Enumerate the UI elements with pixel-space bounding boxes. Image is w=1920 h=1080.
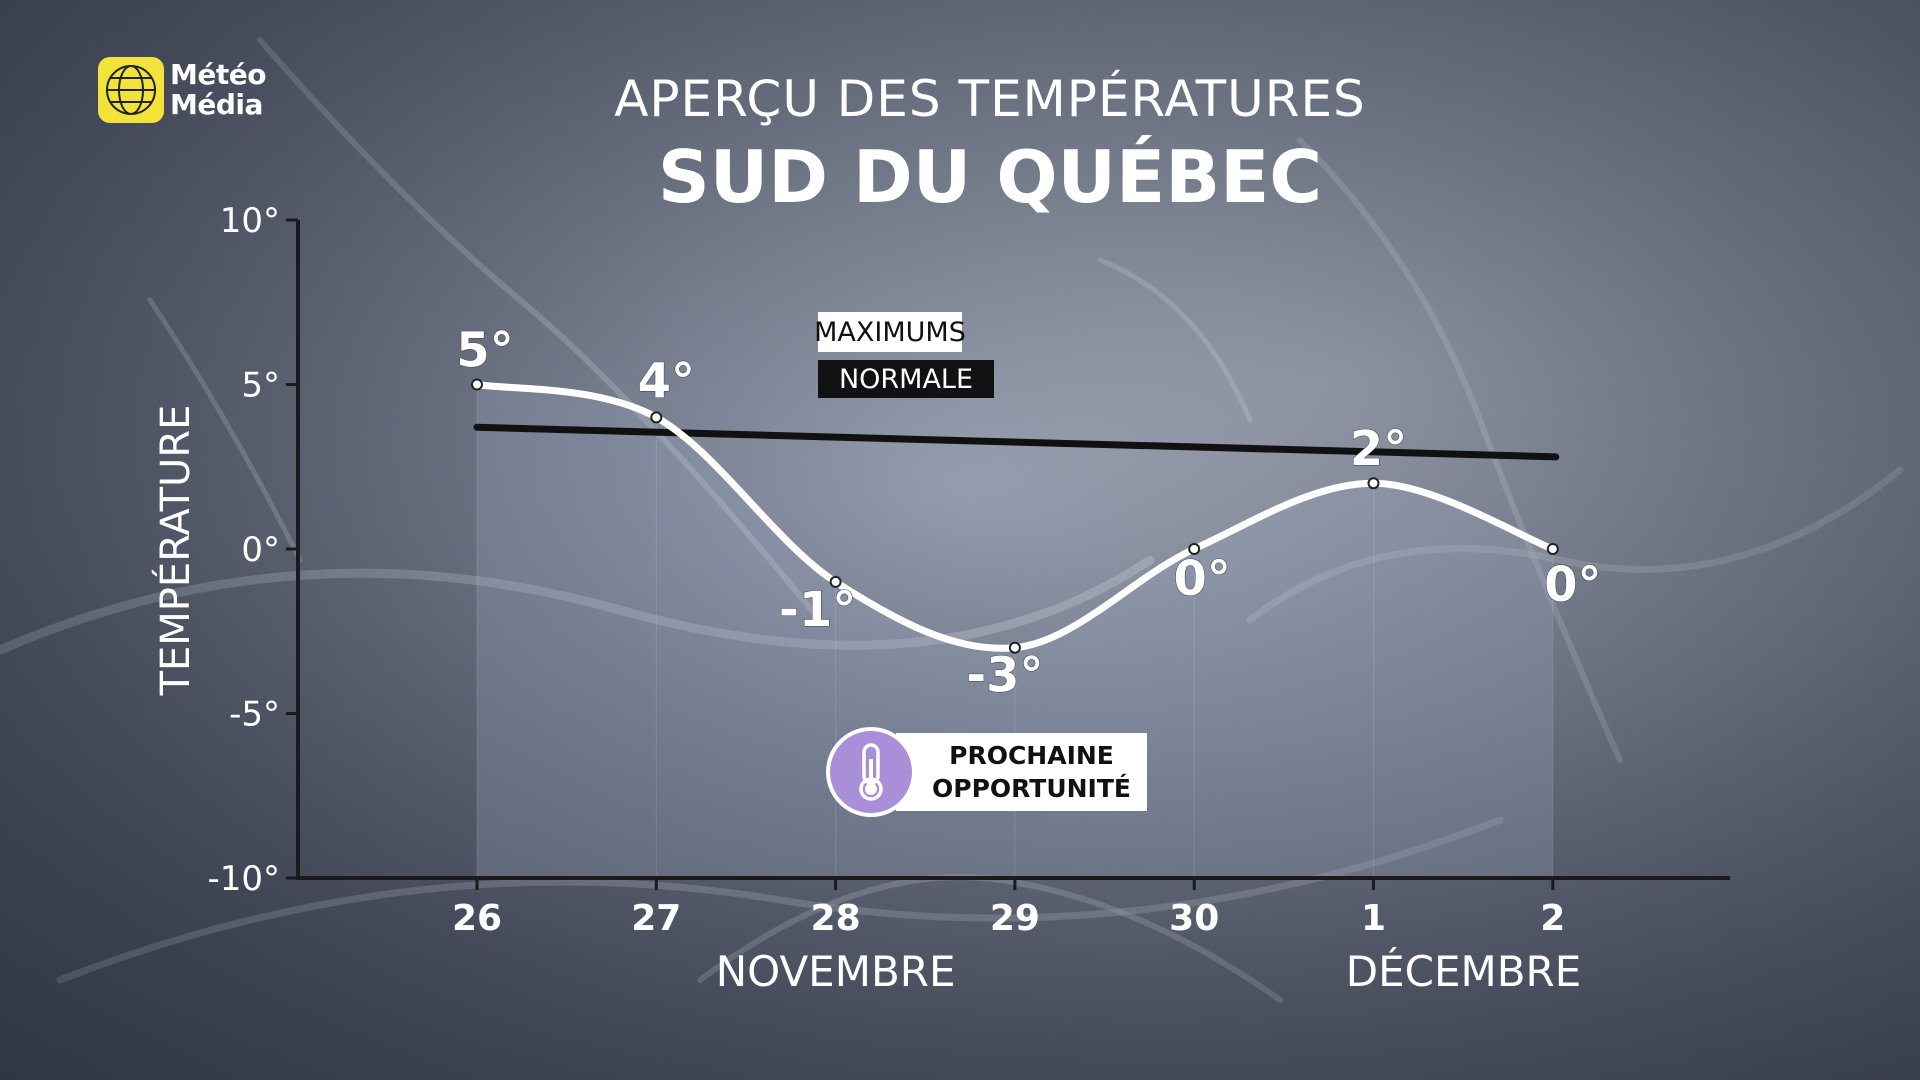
y-tick-label: -5° [229,695,280,735]
month-label: NOVEMBRE [716,947,956,996]
data-label-26: 5° [456,323,513,379]
chart-title: APERÇU DES TEMPÉRATURES [614,70,1366,128]
x-tick-label: 28 [811,898,861,939]
x-tick-label: 27 [631,898,681,939]
data-label-29: -3° [966,648,1043,704]
y-tick-label: 5° [241,366,280,406]
x-tick-label: 29 [990,898,1040,939]
next-opportunity-badge: PROCHAINE OPPORTUNITÉ [826,727,1147,817]
data-label-27: 4° [638,353,695,409]
legend-maximums: MAXIMUMS [814,312,966,352]
y-tick-label: 10° [220,201,280,241]
legend-normale: NORMALE [818,360,994,398]
x-tick-label: 30 [1169,898,1219,939]
opportunity-text: PROCHAINE OPPORTUNITÉ [896,733,1147,811]
data-point-1 [1367,477,1380,490]
x-tick-label: 26 [452,898,502,939]
data-point-27 [650,411,663,424]
y-tick-label: 0° [241,530,280,570]
logo-line-2: Média [170,88,263,121]
data-point-29 [1008,641,1021,654]
data-point-28 [829,575,842,588]
chart-subtitle: SUD DU QUÉBEC [657,135,1323,219]
x-tick-label: 1 [1361,898,1386,939]
meteo-media-logo: Météo Média [98,57,266,123]
opportunity-line-2: OPPORTUNITÉ [932,774,1131,803]
data-point-26 [471,378,483,391]
logo-wordmark: Météo Média [170,60,266,120]
opportunity-line-1: PROCHAINE [949,741,1114,770]
data-point-30 [1188,543,1201,555]
x-tick-label: 2 [1540,898,1565,939]
thermometer-icon [826,727,916,817]
normale-line [473,423,1560,461]
month-label: DÉCEMBRE [1346,946,1582,996]
data-label-1: 2° [1350,421,1407,477]
data-label-30: 0° [1173,551,1230,607]
data-label-2: 0° [1544,557,1601,613]
y-tick-label: -10° [207,859,280,899]
data-label-28: -1° [779,582,856,638]
data-point-2 [1546,543,1559,555]
logo-line-1: Météo [170,58,266,91]
globe-icon [98,57,164,123]
